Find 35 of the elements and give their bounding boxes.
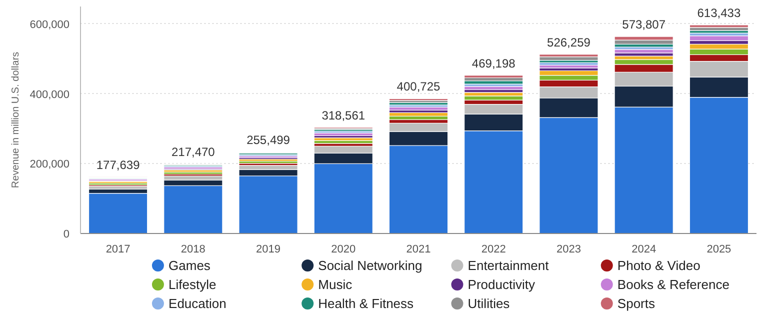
y-tick-label: 600,000 [30, 18, 70, 31]
x-tick-label: 2023 [556, 244, 581, 256]
legend-label: Utilities [468, 296, 510, 311]
x-tick-label: 2025 [706, 244, 732, 256]
x-tick-label: 2018 [180, 244, 206, 256]
x-tick-label: 2017 [106, 244, 130, 256]
x-tick-label: 2024 [632, 244, 656, 256]
legend-label: Education [168, 296, 226, 311]
legend-label: Books & Reference [617, 277, 730, 292]
annotation: 573,807 [622, 18, 666, 32]
legend-label: Photo & Video [617, 258, 700, 273]
annotation: 400,725 [396, 80, 441, 94]
legend-label: Productivity [468, 277, 536, 292]
legend-label: Social Networking [318, 258, 422, 273]
y-tick-label: 200,000 [30, 158, 70, 171]
y-tick-label: 0 [63, 228, 70, 240]
x-tick-label: 2020 [331, 244, 356, 256]
legend-label: Music [318, 277, 353, 292]
annotation: 526,259 [547, 35, 591, 50]
y-axis-title: Revenue in million U.S. dollars [10, 52, 22, 188]
legend-label: Health & Fitness [318, 296, 414, 311]
annotation: 613,433 [697, 6, 741, 20]
x-tick-label: 2021 [406, 244, 431, 256]
legend-label: Games [168, 258, 211, 273]
y-tick-label: 400,000 [30, 88, 70, 101]
x-tick-label: 2022 [481, 244, 506, 256]
annotation: 469,198 [472, 56, 516, 70]
annotation: 255,499 [246, 132, 290, 147]
annotation: 177,639 [96, 158, 140, 172]
x-tick-label: 2019 [256, 244, 281, 256]
annotation: 318,561 [322, 108, 366, 122]
legend-label: Entertainment [468, 258, 550, 273]
legend-label: Lifestyle [168, 277, 216, 292]
legend-label: Sports [617, 296, 656, 311]
annotation: 217,470 [171, 145, 216, 160]
